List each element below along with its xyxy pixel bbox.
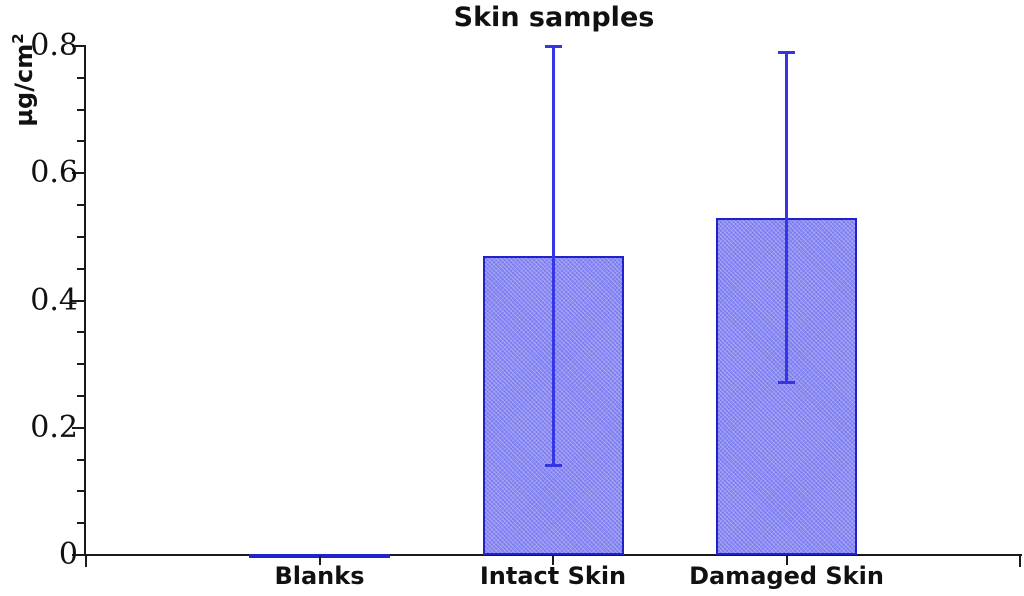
x-axis-end-tick — [85, 556, 87, 567]
x-category-tick — [318, 556, 321, 565]
y-tick-label: 0.2 — [30, 409, 78, 445]
x-category-label: Blanks — [274, 562, 365, 590]
y-tick-label: 0 — [58, 537, 78, 572]
y-minor-tick — [77, 76, 84, 79]
y-tick-label: 0.4 — [30, 282, 78, 318]
y-minor-tick — [77, 267, 84, 270]
y-axis-line — [84, 45, 86, 556]
y-major-tick — [72, 554, 84, 556]
y-tick-label: 0.8 — [30, 28, 78, 63]
y-tick-label: 0.6 — [30, 155, 78, 191]
y-minor-tick — [77, 140, 84, 143]
x-category-label: Intact Skin — [479, 562, 627, 590]
y-minor-tick — [77, 235, 84, 238]
error-bar-cap-top — [778, 51, 795, 55]
x-axis-end-tick — [1019, 556, 1021, 567]
y-minor-tick — [77, 490, 84, 493]
x-category-tick — [785, 556, 788, 565]
y-minor-tick — [77, 522, 84, 525]
y-minor-tick — [77, 458, 84, 461]
y-minor-tick — [77, 108, 84, 111]
y-major-tick — [72, 426, 84, 429]
y-minor-tick — [77, 204, 84, 207]
error-bar-line — [785, 52, 788, 384]
chart-title: Skin samples — [453, 2, 655, 33]
y-minor-tick — [77, 394, 84, 397]
x-category-tick — [552, 556, 554, 565]
error-bar-cap-bottom — [778, 381, 795, 385]
y-minor-tick — [77, 363, 84, 366]
x-axis-line — [84, 554, 1022, 556]
x-category-label: Damaged Skin — [689, 562, 884, 590]
y-major-tick — [72, 172, 84, 175]
y-minor-tick — [77, 331, 84, 334]
error-bar-line — [551, 46, 555, 466]
y-major-tick — [72, 45, 84, 47]
error-bar-cap-bottom — [544, 463, 562, 467]
error-bar-cap-top — [544, 45, 562, 48]
y-major-tick — [72, 299, 84, 302]
